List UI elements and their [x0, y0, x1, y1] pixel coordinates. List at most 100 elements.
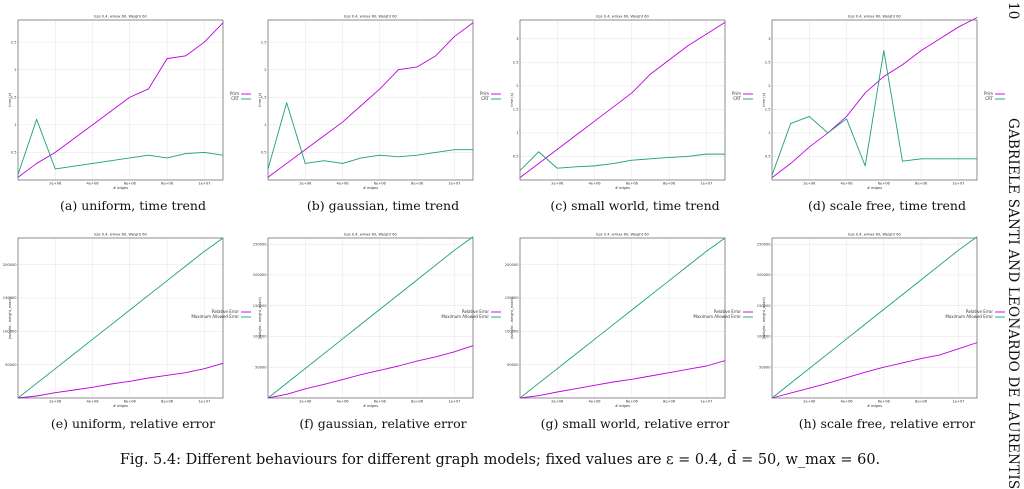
data-point: [883, 50, 885, 51]
data-point: [54, 168, 56, 170]
x-tick-label: 2e+06: [551, 400, 564, 404]
series-line-1: [771, 17, 978, 179]
data-point: [538, 395, 539, 397]
data-point: [902, 64, 903, 66]
data-point: [519, 177, 521, 178]
data-point: [17, 174, 19, 175]
data-point: [379, 369, 381, 371]
data-point: [556, 368, 558, 370]
y-tick-label: 0.5: [513, 155, 519, 159]
data-point: [976, 17, 978, 18]
data-point: [323, 353, 325, 355]
data-point: [73, 165, 75, 167]
chart-a: Eps 0.4, wmax 60, Weight 60 0.5 1 1.5 2 2.5 2e…: [8, 15, 251, 190]
y-tick-label: 50000: [5, 363, 17, 367]
plot-frame: [267, 237, 474, 399]
data-point: [538, 163, 539, 164]
data-point: [129, 157, 131, 159]
y-tick-label: 0.5: [11, 151, 17, 155]
chart-f: Eps 0.4, wmax 60, Weight 60 50000 100000 15…: [253, 233, 501, 408]
x-axis-label: # edges: [113, 404, 128, 408]
x-tick-label: 4e+06: [588, 182, 601, 186]
data-point: [73, 389, 75, 391]
subcaption-g: (g) small world, relative error: [540, 416, 730, 431]
figure-caption: Fig. 5.4: Different behaviours for diffe…: [119, 452, 881, 468]
data-point: [342, 379, 343, 380]
data-point: [519, 170, 521, 171]
chart-d: Eps 0.4, wmax 60, Weight 60 0.5 1 1.5 2 2.5 3 2…: [762, 15, 1005, 190]
data-point: [110, 324, 112, 326]
x-tick-label: 6e+06: [878, 182, 891, 186]
x-tick-label: 4e+06: [336, 400, 349, 404]
x-tick-label: 6e+06: [626, 400, 639, 404]
x-tick-label: 6e+06: [124, 182, 137, 186]
x-tick-label: 2e+06: [803, 400, 816, 404]
running-head: 10 GABRIELE SANTI AND LEONARDO DE LAUREN…: [1005, 2, 1021, 489]
legend-label: CRT: [733, 96, 741, 101]
y-tick-label: 150000: [3, 296, 17, 300]
data-point: [185, 265, 187, 267]
data-point: [771, 174, 773, 176]
data-point: [650, 294, 651, 296]
data-point: [846, 116, 847, 117]
y-tick-label: 2: [264, 68, 266, 72]
y-tick-label: 100000: [757, 335, 771, 339]
plot-frame: [519, 19, 726, 181]
data-point: [538, 151, 539, 153]
data-point: [650, 375, 651, 377]
data-point: [222, 237, 224, 239]
x-tick-label: 6e+06: [374, 182, 387, 186]
y-axis-label: time (s): [762, 92, 766, 107]
series-line-1: [17, 22, 224, 178]
y-tick-label: 1: [14, 123, 16, 127]
x-tick-label: 4e+06: [840, 182, 853, 186]
data-point: [920, 50, 922, 51]
data-point: [304, 163, 306, 164]
data-point: [110, 110, 112, 112]
data-point: [575, 166, 577, 168]
plot-g: Eps 0.4, wmax 60, Weight 60 50000 100000 15…: [505, 228, 760, 428]
y-tick-label: 150000: [253, 304, 267, 308]
plot-frame: [771, 237, 978, 399]
y-tick-label: 1.5: [11, 95, 17, 99]
y-tick-label: 2: [768, 84, 770, 88]
data-point: [939, 354, 941, 356]
data-point: [54, 152, 56, 153]
series-line-2: [519, 237, 726, 399]
x-tick-label: 1e+07: [952, 182, 964, 186]
chart-title: Eps 0.4, wmax 60, Weight 60: [344, 233, 397, 237]
data-point: [454, 249, 455, 251]
y-tick-label: 50000: [507, 363, 519, 367]
plot-e: Eps 0.4, wmax 60, Weight 60 50000 100000 15…: [3, 228, 258, 428]
x-axis-label: # edges: [615, 186, 630, 190]
x-tick-label: 2e+06: [49, 182, 62, 186]
data-point: [668, 157, 670, 158]
chart-c: Eps 0.4, wmax 60, Weight 60 0.5 1 1.5 2 2.5 3 2…: [510, 15, 753, 190]
x-tick-label: 8e+06: [161, 400, 174, 404]
plot-d: Eps 0.4, wmax 60, Weight 60 0.5 1 1.5 2 2.5 3 2…: [762, 10, 1012, 210]
y-tick-label: 250000: [253, 242, 267, 246]
data-point: [790, 123, 791, 124]
x-tick-label: 8e+06: [161, 182, 174, 186]
data-point: [706, 153, 707, 155]
data-point: [724, 22, 726, 23]
y-tick-label: 2.5: [261, 40, 267, 44]
x-axis-label: # edges: [867, 186, 882, 190]
data-point: [631, 92, 633, 94]
x-tick-label: 6e+06: [626, 182, 639, 186]
series-line-1: [17, 362, 224, 399]
y-tick-label: 1: [516, 131, 518, 135]
data-point: [538, 382, 539, 384]
chart-title: Eps 0.4, wmax 60, Weight 60: [596, 233, 649, 237]
y-tick-label: 100000: [253, 335, 267, 339]
data-point: [706, 365, 707, 367]
plot-f: Eps 0.4, wmax 60, Weight 60 50000 100000 15…: [253, 228, 508, 428]
data-point: [342, 121, 343, 123]
data-point: [612, 163, 614, 164]
x-tick-label: 4e+06: [588, 400, 601, 404]
x-tick-label: 1e+07: [448, 400, 460, 404]
data-point: [379, 154, 381, 156]
data-point: [472, 345, 474, 347]
data-point: [454, 351, 455, 353]
legend-label: Prim: [984, 91, 993, 96]
